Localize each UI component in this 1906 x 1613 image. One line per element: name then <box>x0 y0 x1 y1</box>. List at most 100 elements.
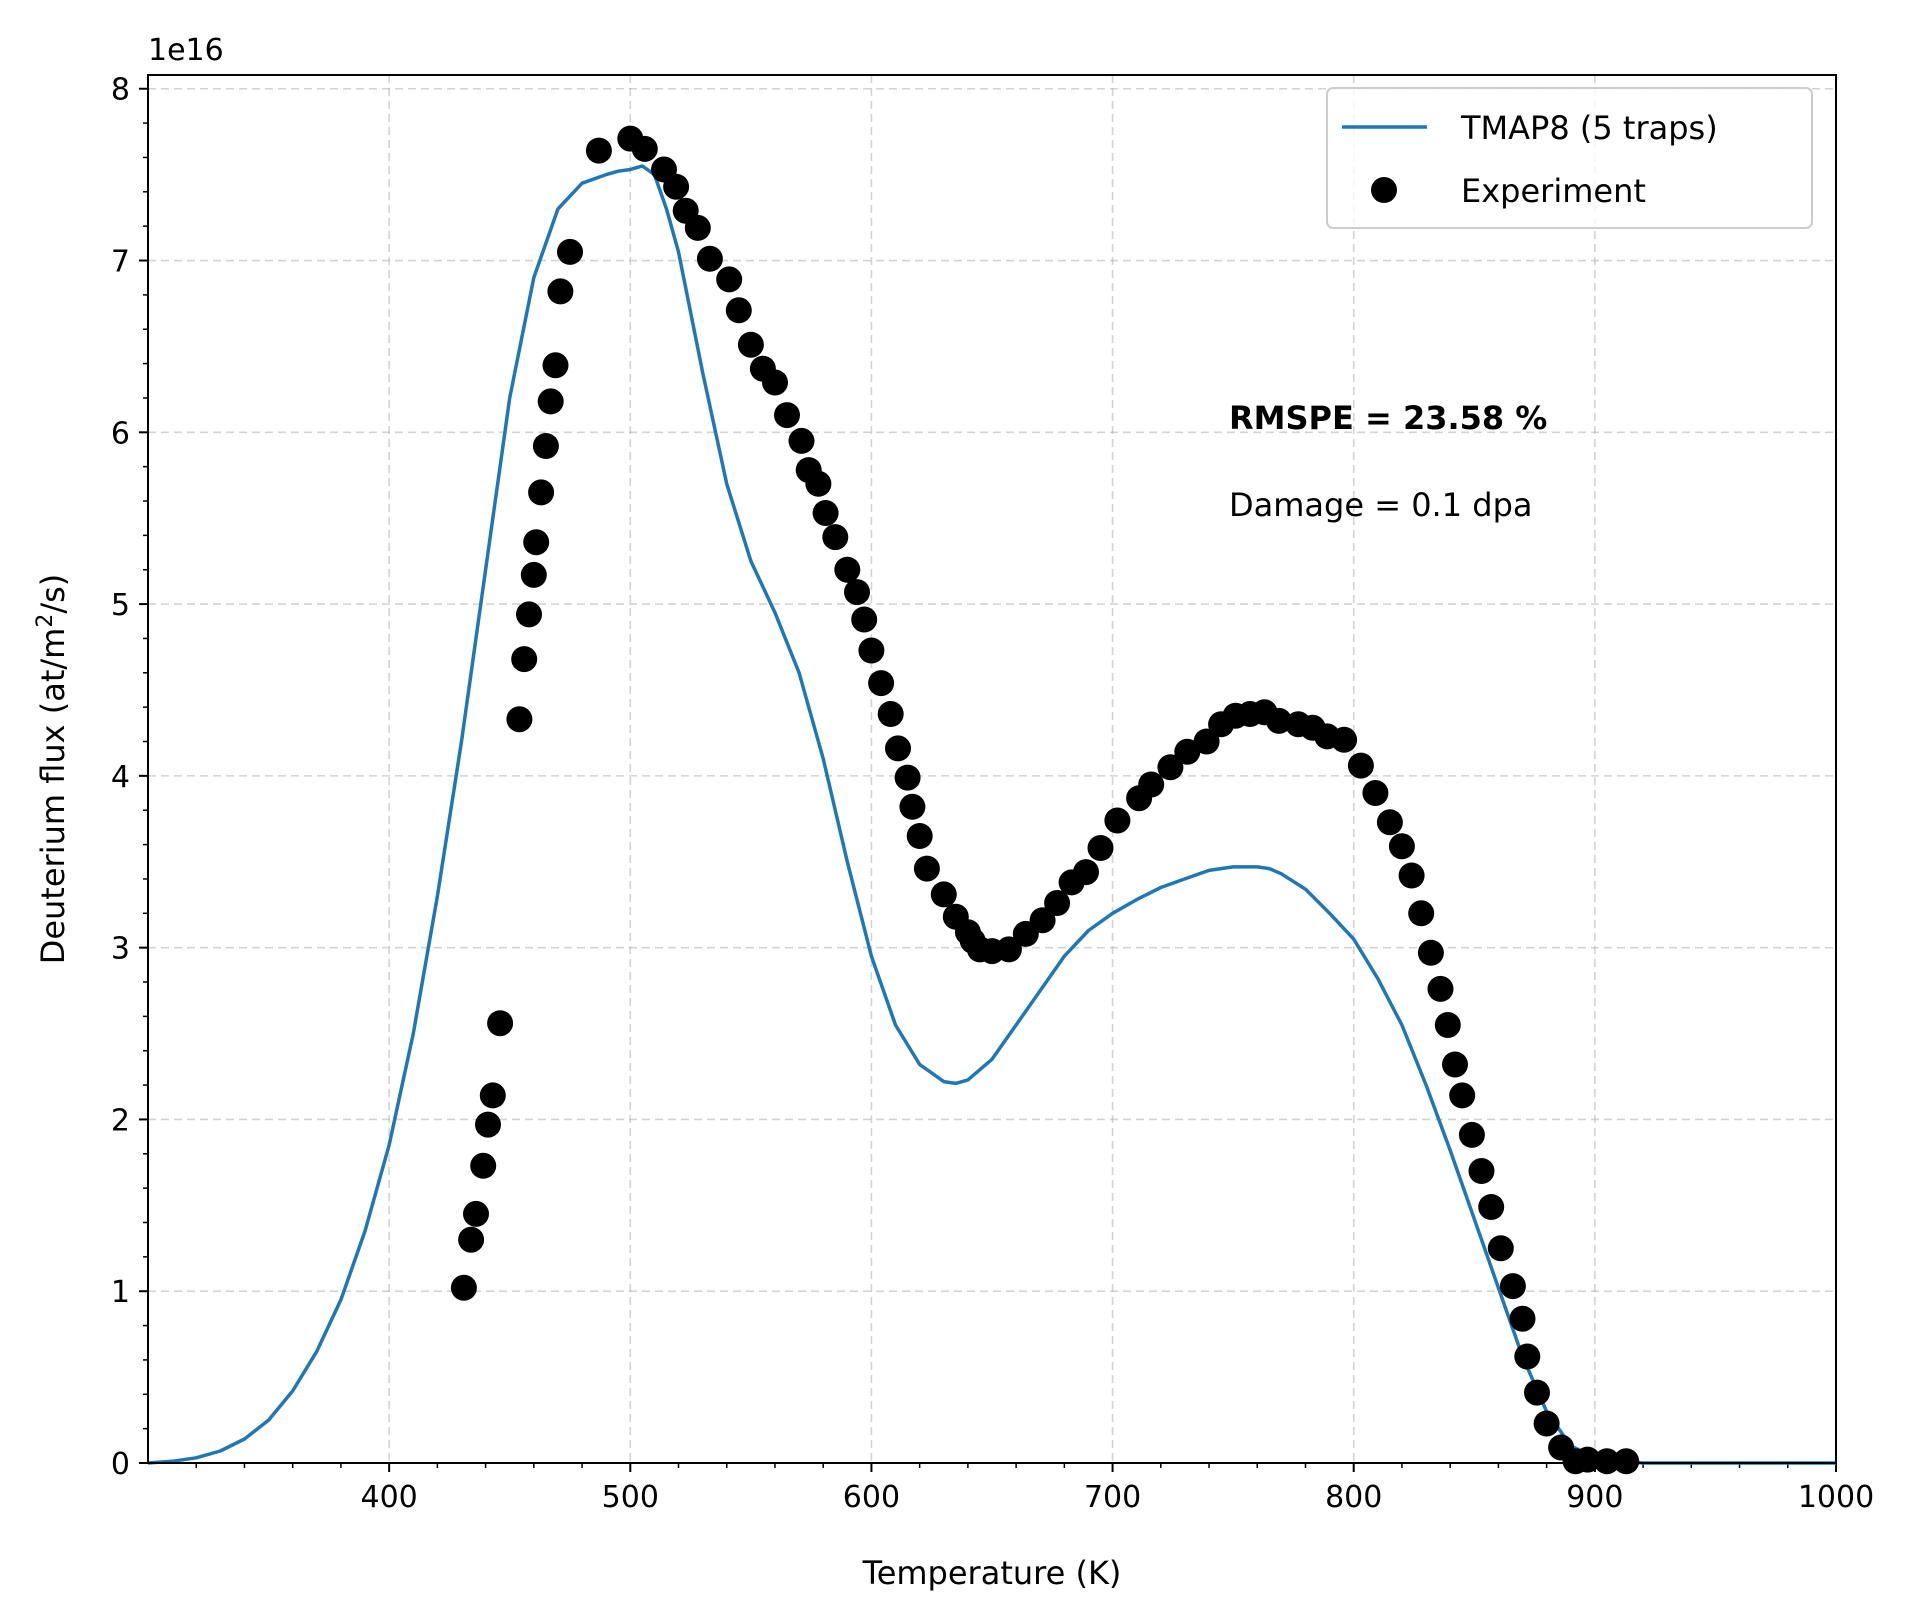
legend-marker-swatch <box>1371 177 1397 203</box>
experiment-point <box>523 529 550 556</box>
experiment-point <box>1174 738 1201 765</box>
y-tick-label: 8 <box>111 73 130 108</box>
x-tick-label: 600 <box>843 1480 900 1515</box>
experiment-point <box>851 606 878 633</box>
experiment-point <box>528 479 555 506</box>
experiment-point <box>475 1111 501 1138</box>
experiment-point <box>1331 726 1358 753</box>
experiment-point <box>1458 1121 1485 1148</box>
experiment-point <box>1442 1051 1468 1078</box>
x-tick-label: 900 <box>1566 1480 1623 1515</box>
y-tick-label: 0 <box>111 1447 130 1482</box>
experiment-point <box>913 855 940 882</box>
y-tick-label: 4 <box>111 760 130 795</box>
y-axis-title-main: Deuterium flux (at/m <box>34 628 72 965</box>
experiment-point <box>557 238 583 265</box>
experiment-point <box>1468 1158 1495 1184</box>
experiment-point <box>487 1010 514 1037</box>
y-tick-label: 6 <box>111 416 130 451</box>
y-tick-label: 5 <box>111 588 130 623</box>
series-line-tmap8 <box>147 164 1836 1465</box>
experiment-point <box>1266 707 1292 734</box>
experiment-point <box>1593 1448 1620 1475</box>
experiment-point <box>762 369 788 396</box>
experiment-point <box>1073 859 1099 886</box>
annotation-rmspe: RMSPE = 23.58 % <box>1229 399 1547 437</box>
annotation-damage: Damage = 0.1 dpa <box>1229 486 1532 524</box>
x-tick-label: 700 <box>1084 1480 1141 1515</box>
experiment-point <box>995 936 1022 963</box>
experiment-point <box>1434 1012 1461 1038</box>
experiment-point <box>1388 833 1415 860</box>
experiment-point <box>1427 975 1454 1002</box>
experiment-point <box>812 500 839 526</box>
experiment-point <box>725 297 752 324</box>
experiment-point <box>1398 862 1425 889</box>
experiment-point <box>774 402 800 429</box>
experiment-point <box>805 470 832 497</box>
experiment-point <box>1157 754 1184 781</box>
experiment-point <box>822 524 849 551</box>
experiment-point <box>450 1274 477 1301</box>
experiment-point <box>1533 1410 1560 1437</box>
experiment-point <box>506 706 533 733</box>
legend: TMAP8 (5 traps) Experiment <box>1326 87 1813 229</box>
experiment-point <box>1044 890 1071 916</box>
experiment-point <box>663 173 690 200</box>
experiment-point <box>877 701 904 727</box>
experiment-point <box>788 427 815 454</box>
y-axis-title-tail: /s) <box>34 574 72 614</box>
experiment-point <box>520 561 547 588</box>
experiment-point <box>547 278 574 305</box>
series-layer <box>147 125 1836 1475</box>
legend-label-experiment: Experiment <box>1461 172 1646 210</box>
y-axis-title-sup: 2 <box>33 614 58 628</box>
x-tick-label: 800 <box>1325 1480 1382 1515</box>
experiment-point <box>463 1200 489 1227</box>
experiment-point <box>696 245 723 272</box>
experiment-point <box>1104 807 1131 834</box>
experiment-point <box>537 388 564 415</box>
experiment-point <box>858 637 885 664</box>
experiment-point <box>894 764 921 791</box>
y-tick-label: 2 <box>111 1103 130 1138</box>
experiment-point <box>930 881 957 908</box>
experiment-point <box>1478 1194 1505 1220</box>
experiment-point <box>906 823 933 849</box>
experiment-point <box>516 601 542 628</box>
offset-text: 1e16 <box>148 33 224 68</box>
experiment-point <box>1499 1273 1526 1300</box>
experiment-point <box>1087 835 1114 861</box>
legend-label-tmap8: TMAP8 (5 traps) <box>1460 109 1718 147</box>
experiment-point <box>684 214 711 241</box>
experiment-point <box>834 556 861 583</box>
y-tick-label: 3 <box>111 932 130 967</box>
experiment-point <box>1347 752 1374 779</box>
x-axis-title: Temperature (K) <box>862 1554 1122 1592</box>
experiment-point <box>1509 1305 1536 1332</box>
experiment-point <box>716 266 743 293</box>
experiment-point <box>532 433 559 459</box>
experiment-point <box>458 1226 485 1253</box>
y-axis-title: Deuterium flux (at/m2/s) <box>33 574 72 965</box>
experiment-point <box>1449 1082 1476 1109</box>
experiment-point <box>1613 1448 1640 1475</box>
experiment-point <box>1514 1343 1541 1370</box>
experiment-point <box>844 579 870 606</box>
experiment-point <box>1487 1235 1514 1262</box>
experiment-point <box>470 1152 497 1179</box>
plot-frame <box>147 74 1837 1464</box>
experiment-point <box>1376 809 1403 836</box>
experiment-point <box>1408 900 1435 927</box>
experiment-point <box>1574 1446 1601 1473</box>
experiment-point <box>1524 1379 1550 1406</box>
experiment-point <box>511 646 538 673</box>
tick-labels: 400 500 600 700 800 900 1000 0 1 2 3 4 5 6 7 8 <box>111 73 1874 1515</box>
experiment-point <box>1138 771 1165 798</box>
experiment-point <box>542 352 569 379</box>
x-tick-label: 500 <box>602 1480 659 1515</box>
y-tick-label: 1 <box>111 1275 130 1310</box>
experiment-point <box>899 793 926 820</box>
experiment-point <box>1029 907 1056 934</box>
